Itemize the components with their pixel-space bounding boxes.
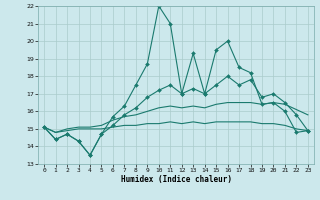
- X-axis label: Humidex (Indice chaleur): Humidex (Indice chaleur): [121, 175, 231, 184]
